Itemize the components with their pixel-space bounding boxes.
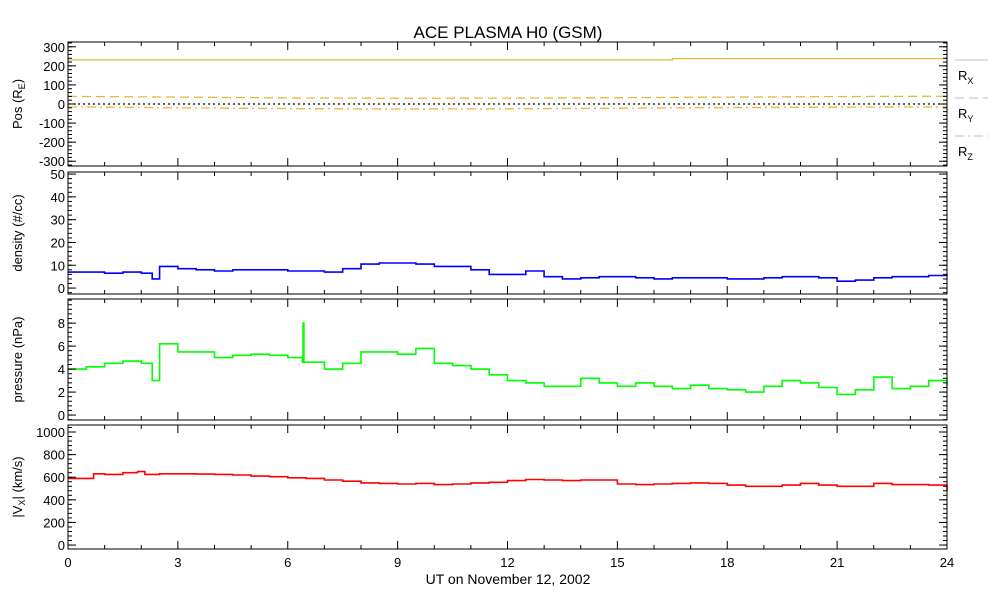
x-tick-label: 6: [284, 555, 291, 570]
series-line-gray-RZ: [67, 106, 948, 110]
panel-pressure: 0 2 4 6 8 pressure (nPa): [10, 298, 948, 423]
y-tick-label: 10: [51, 258, 65, 273]
y-tick-label: 800: [43, 448, 65, 463]
panel-density: 0 10 20 30 40 50 density (#/cc): [10, 167, 948, 296]
legend-label-z: RZ: [958, 144, 973, 162]
y-tick-label: 600: [43, 470, 65, 485]
series-line-density: [68, 262, 948, 283]
y-tick-label: -200: [39, 135, 65, 150]
y-tick-label: 0: [58, 281, 65, 296]
y-tick-label: 8: [58, 316, 65, 331]
y-tick-label: 0: [58, 408, 65, 423]
x-tick-label: 3: [174, 555, 181, 570]
y-axis-label: density (#/cc): [10, 194, 25, 271]
y-tick-label: -300: [39, 154, 65, 169]
y-tick-label: 400: [43, 493, 65, 508]
panel-frame: [67, 298, 948, 421]
legend-label-y: RY: [958, 106, 973, 124]
y-tick-label: 2: [58, 385, 65, 400]
series-line-gray-RX: [68, 58, 947, 61]
series-line-vx: [68, 470, 948, 491]
y-tick-label: 40: [51, 190, 65, 205]
legend-label-x: RX: [958, 68, 973, 86]
y-tick-label: 6: [58, 339, 65, 354]
x-tick-label: 24: [940, 555, 954, 570]
x-tick-label: 18: [720, 555, 734, 570]
y-tick-label: 100: [43, 78, 65, 93]
panel-vx: 0 200 400 600 800 1000 |VX| (km/s): [10, 424, 948, 553]
chart-title: ACE PLASMA H0 (GSM): [414, 23, 603, 42]
panel-pos: 300 200 100 0 -100 -200 -300 Pos (RE) RX RY RZ: [10, 40, 988, 169]
y-tick-label: 200: [43, 59, 65, 74]
x-tick-label: 15: [610, 555, 624, 570]
y-axis-label: Pos (RE): [10, 79, 27, 129]
y-axis-label: pressure (nPa): [10, 317, 25, 403]
x-axis-label: UT on November 12, 2002: [426, 571, 591, 587]
y-tick-label: 200: [43, 515, 65, 530]
y-axis-label: |VX| (km/s): [10, 456, 27, 517]
y-tick-label: -100: [39, 116, 65, 131]
y-tick-label: 50: [51, 167, 65, 182]
y-tick-label: 0: [58, 97, 65, 112]
y-tick-label: 30: [51, 213, 65, 228]
series-line-pressure: [68, 322, 948, 396]
x-tick-label: 12: [500, 555, 514, 570]
panel-frame: [67, 424, 948, 550]
x-tick-label: 9: [394, 555, 401, 570]
y-tick-label: 4: [58, 362, 65, 377]
y-tick-label: 20: [51, 235, 65, 250]
series-line-gray-RY: [67, 95, 948, 99]
y-tick-label: 1000: [36, 425, 65, 440]
x-tick-label: 0: [64, 555, 71, 570]
y-tick-label: 0: [58, 538, 65, 553]
panel-frame: [67, 171, 948, 295]
x-tick-label: 21: [830, 555, 844, 570]
y-tick-label: 300: [43, 40, 65, 55]
